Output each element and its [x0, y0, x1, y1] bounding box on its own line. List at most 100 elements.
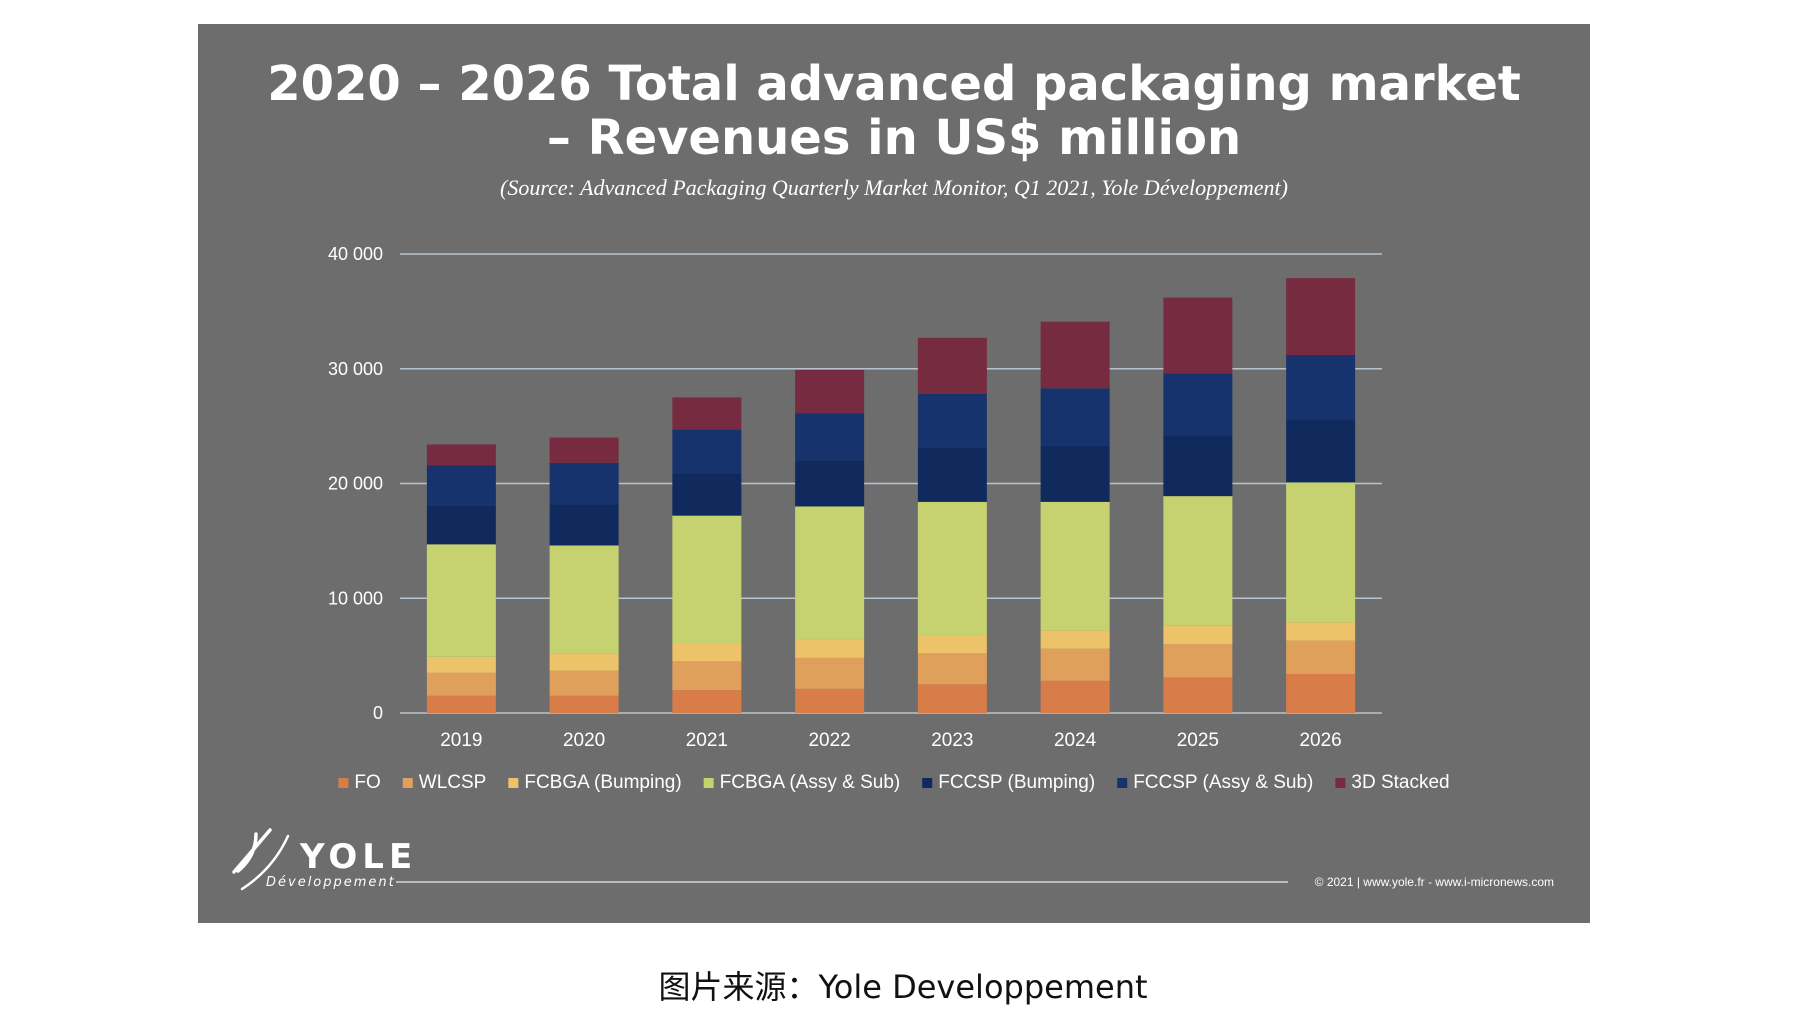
- bar-segment-fcbga-bumping-2024: [1040, 630, 1110, 649]
- bar-segment-3d-stacked-2023: [917, 337, 987, 394]
- y-axis-ticks: 0 10 000 20 000 30 000 40 000: [328, 244, 383, 723]
- bar-segment-fccsp-assy-sub-2022: [795, 413, 865, 461]
- x-tick-label: 2019: [440, 730, 482, 751]
- yole-logo: YOLE Développement: [232, 828, 417, 891]
- bar-segment-fccsp-assy-sub-2021: [672, 429, 742, 474]
- legend-label: WLCSP: [419, 772, 487, 793]
- chart-canvas: 2020 – 2026 Total advanced packaging mar…: [232, 56, 1554, 891]
- bar-segment-wlcsp-2025: [1163, 644, 1233, 678]
- bar-segment-fcbga-bumping-2026: [1286, 622, 1356, 641]
- bar-segment-fccsp-assy-sub-2019: [426, 465, 496, 506]
- bar-segment-fcbga-assy-sub-2019: [426, 544, 496, 657]
- legend-items: FO WLCSP FCBGA (Bumping) FCBGA (Assy & Sub)…: [338, 772, 1450, 793]
- bar-segment-wlcsp-2019: [426, 672, 496, 696]
- bar-segment-fcbga-assy-sub-2024: [1040, 501, 1110, 631]
- legend-swatch: [922, 778, 933, 788]
- y-tick-label: 20 000: [328, 474, 383, 494]
- bar-segment-3d-stacked-2026: [1286, 278, 1356, 355]
- bar-segment-wlcsp-2020: [549, 670, 619, 696]
- y-tick-label: 30 000: [328, 359, 383, 379]
- legend: FO WLCSP FCBGA (Bumping) FCBGA (Assy & Sub)…: [338, 772, 1450, 793]
- bar-segment-wlcsp-2023: [917, 653, 987, 685]
- chart-title-line1: 2020 – 2026 Total advanced packaging mar…: [267, 56, 1521, 112]
- legend-swatch: [1335, 778, 1346, 788]
- bar-segment-fccsp-assy-sub-2023: [917, 393, 987, 448]
- x-tick-label: 2020: [563, 730, 605, 751]
- bar-segment-fcbga-assy-sub-2021: [672, 515, 742, 644]
- bar-segment-wlcsp-2026: [1286, 640, 1356, 674]
- x-tick-label: 2023: [931, 730, 973, 751]
- bar-segment-fcbga-assy-sub-2022: [795, 506, 865, 640]
- bar-segment-fccsp-bumping-2020: [549, 504, 619, 546]
- x-axis-ticks: 2019 2020 2021 2022 2023 2024 2025 2026: [440, 730, 1342, 751]
- bar-segment-fcbga-assy-sub-2020: [549, 545, 619, 654]
- legend-swatch: [338, 778, 349, 788]
- bar-segment-fcbga-bumping-2022: [795, 639, 865, 658]
- logo-main-text: YOLE: [299, 837, 417, 877]
- bar-segment-3d-stacked-2019: [426, 444, 496, 466]
- bar-segment-fccsp-assy-sub-2024: [1040, 388, 1110, 446]
- chart-title-line2: – Revenues in US$ million: [547, 110, 1241, 166]
- legend-label: FCBGA (Assy & Sub): [720, 772, 901, 793]
- bar-segment-wlcsp-2022: [795, 657, 865, 689]
- legend-swatch: [703, 778, 714, 788]
- bar-segment-3d-stacked-2022: [795, 369, 865, 414]
- chart-slide: 2020 – 2026 Total advanced packaging mar…: [198, 24, 1590, 923]
- bar-segment-fcbga-bumping-2019: [426, 656, 496, 673]
- bar-segment-fo-2026: [1286, 673, 1356, 713]
- bar-segment-3d-stacked-2024: [1040, 321, 1110, 389]
- bar-segment-fo-2022: [795, 688, 865, 713]
- x-tick-label: 2022: [808, 730, 850, 751]
- bars: [426, 278, 1356, 713]
- footer-copyright: © 2021 | www.yole.fr - www.i-micronews.c…: [1315, 875, 1554, 889]
- bar-segment-fccsp-bumping-2026: [1286, 419, 1356, 483]
- legend-label: FO: [354, 772, 380, 793]
- legend-swatch: [508, 778, 519, 788]
- logo-swoosh-icon: [232, 828, 272, 874]
- gridlines: [400, 253, 1382, 714]
- x-tick-label: 2024: [1054, 730, 1097, 751]
- y-tick-label: 10 000: [328, 588, 383, 608]
- bar-segment-fccsp-bumping-2021: [672, 473, 742, 516]
- legend-label: FCBGA (Bumping): [524, 772, 681, 793]
- legend-label: 3D Stacked: [1351, 772, 1449, 793]
- logo-sub-text: Développement: [266, 875, 396, 890]
- bar-segment-fcbga-bumping-2023: [917, 634, 987, 654]
- bar-segment-fcbga-assy-sub-2026: [1286, 482, 1356, 623]
- x-tick-label: 2025: [1177, 730, 1219, 751]
- x-tick-label: 2026: [1299, 730, 1341, 751]
- bar-segment-fccsp-bumping-2025: [1163, 435, 1233, 497]
- bar-segment-3d-stacked-2025: [1163, 297, 1233, 374]
- bar-segment-fccsp-bumping-2023: [917, 447, 987, 502]
- bar-segment-fccsp-bumping-2024: [1040, 445, 1110, 502]
- legend-swatch: [402, 778, 413, 788]
- legend-label: FCCSP (Bumping): [938, 772, 1095, 793]
- legend-swatch: [1117, 778, 1128, 788]
- bar-segment-fccsp-assy-sub-2026: [1286, 354, 1356, 420]
- bar-segment-fcbga-bumping-2020: [549, 653, 619, 671]
- bar-segment-wlcsp-2021: [672, 661, 742, 691]
- bar-segment-fccsp-bumping-2022: [795, 460, 865, 507]
- bar-segment-fccsp-assy-sub-2025: [1163, 373, 1233, 436]
- bar-segment-fcbga-assy-sub-2025: [1163, 496, 1233, 626]
- bar-segment-fo-2019: [426, 695, 496, 713]
- bar-segment-fccsp-bumping-2019: [426, 505, 496, 545]
- bar-segment-fo-2024: [1040, 680, 1110, 713]
- y-tick-label: 0: [373, 703, 383, 723]
- y-tick-label: 40 000: [328, 244, 383, 264]
- bar-segment-wlcsp-2024: [1040, 648, 1110, 681]
- bar-segment-fccsp-assy-sub-2020: [549, 462, 619, 505]
- bar-segment-fcbga-bumping-2025: [1163, 625, 1233, 645]
- legend-label: FCCSP (Assy & Sub): [1133, 772, 1313, 793]
- bar-segment-fo-2023: [917, 684, 987, 713]
- x-tick-label: 2021: [686, 730, 728, 751]
- bar-segment-fo-2025: [1163, 677, 1233, 713]
- bar-segment-fo-2021: [672, 690, 742, 713]
- logo-arc-icon: [240, 834, 290, 891]
- chart-subtitle: (Source: Advanced Packaging Quarterly Ma…: [500, 175, 1288, 200]
- bar-segment-3d-stacked-2021: [672, 397, 742, 430]
- bar-segment-3d-stacked-2020: [549, 437, 619, 463]
- image-caption: 图片来源：Yole Developpement: [658, 968, 1148, 1006]
- bar-segment-fcbga-bumping-2021: [672, 643, 742, 662]
- bar-segment-fo-2020: [549, 695, 619, 713]
